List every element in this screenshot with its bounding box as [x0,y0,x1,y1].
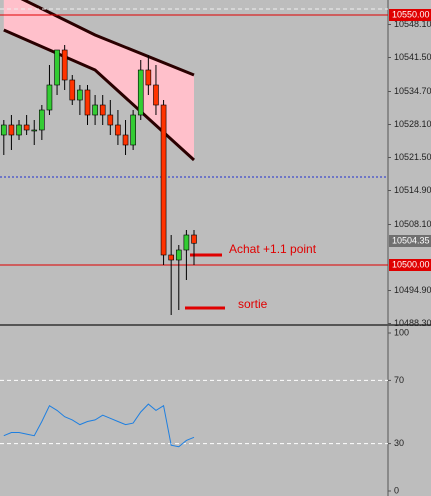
price-label-box [389,9,431,21]
candle-body [31,129,38,132]
candle-body [84,89,91,116]
y-tick-label: 70 [394,375,404,385]
price-label: 10500.00 [392,259,430,269]
y-tick-label: 100 [394,327,409,337]
candle-body [115,124,121,136]
candle-body [153,84,159,106]
candle-body [8,124,15,136]
candle-body [23,124,30,131]
y-tick-label: 10541.50 [394,52,431,62]
candle-body [168,254,174,261]
candle-body [61,49,68,81]
candle-body [175,249,182,261]
y-tick-label: 10548.10 [394,19,431,29]
candle-body [130,114,136,146]
y-tick-label: 10488.30 [394,318,431,328]
candle-body [1,124,7,136]
candle-body [39,109,45,131]
candle-body [107,114,114,126]
y-tick-label: 10521.50 [394,152,431,162]
annotation: sortie [238,297,268,311]
candle-body [183,234,190,251]
price-label: 10550.00 [392,9,430,19]
y-tick-label: 30 [394,438,404,448]
price-label: 10504.35 [392,235,430,245]
candle-body [191,234,197,244]
y-tick-label: 10528.10 [394,119,431,129]
price-label-box [389,259,431,271]
candle-body [99,104,106,116]
band-fill [3,0,194,160]
candle-body [69,79,76,101]
y-tick-label: 10494.90 [394,285,431,295]
candle-body [122,134,129,146]
candle-body [46,84,53,111]
candle-body [137,69,144,116]
annotation: Achat +1.1 point [229,242,317,256]
candle-body [145,69,152,86]
indicator-line [3,403,195,448]
candle-body [77,89,83,101]
y-tick-label: 10508.10 [394,219,431,229]
candle-body [160,104,167,256]
y-tick-label: 10514.90 [394,185,431,195]
y-tick-label: 0 [394,485,399,495]
band-line [20,0,195,77]
price-label-box [389,235,431,247]
y-tick-label: 10534.70 [394,86,431,96]
candle-body [54,49,60,86]
candle-body [16,124,22,136]
candle-body [92,104,98,116]
